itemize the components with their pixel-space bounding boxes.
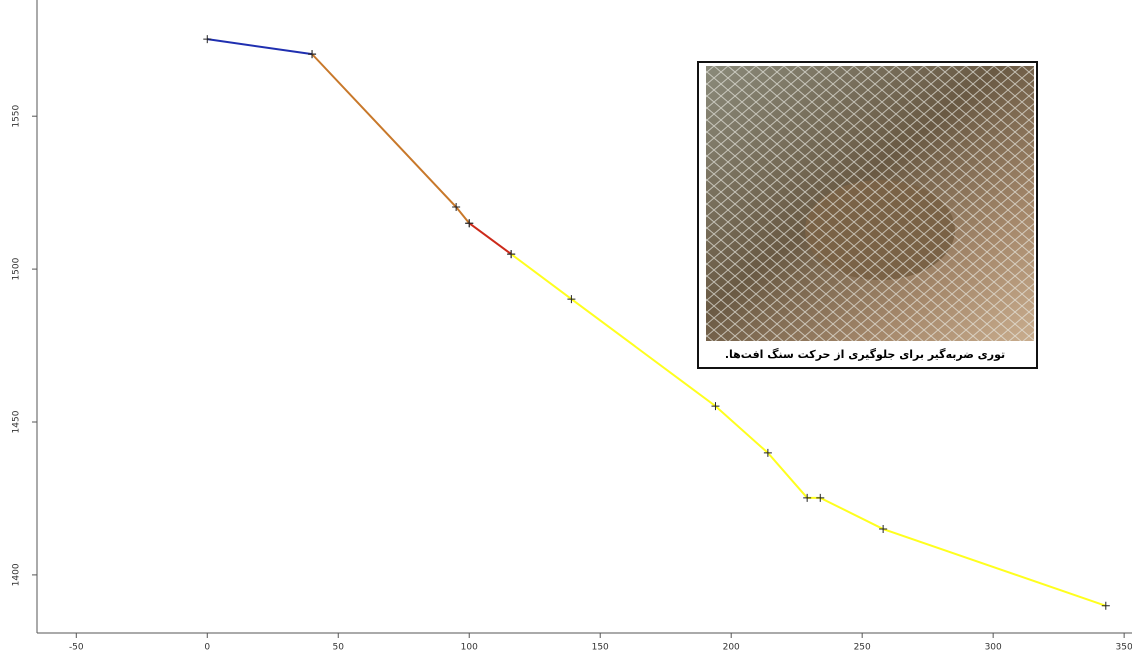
x-tick-label: 350 [1116, 643, 1132, 653]
x-tick-label: 100 [461, 643, 478, 653]
point-marker [1102, 602, 1110, 610]
chart: توری ضربه‌گیر برای جلوگیری از حرکت سنگ ا… [0, 0, 1132, 655]
y-tick-label: 1500 [12, 257, 22, 280]
y-tick-label: 1400 [12, 563, 22, 586]
x-tick-label: 300 [985, 643, 1002, 653]
point-marker [203, 35, 211, 43]
x-tick-label: -50 [69, 643, 84, 653]
point-marker [879, 525, 887, 533]
x-tick-label: 50 [333, 643, 345, 653]
y-tick-label: 1450 [12, 410, 22, 433]
caption: توری ضربه‌گیر برای جلوگیری از حرکت سنگ ا… [725, 347, 1005, 361]
inset-photo: توری ضربه‌گیر برای جلوگیری از حرکت سنگ ا… [698, 62, 1037, 368]
y-tick-label: 1550 [12, 104, 22, 127]
profile-line [312, 54, 469, 223]
x-tick-label: 0 [204, 643, 210, 653]
point-marker [816, 494, 824, 502]
x-tick-label: 200 [723, 643, 740, 653]
x-tick-label: 150 [592, 643, 609, 653]
profile-line [207, 39, 312, 54]
x-tick-label: 250 [854, 643, 871, 653]
profile-line [469, 223, 511, 254]
